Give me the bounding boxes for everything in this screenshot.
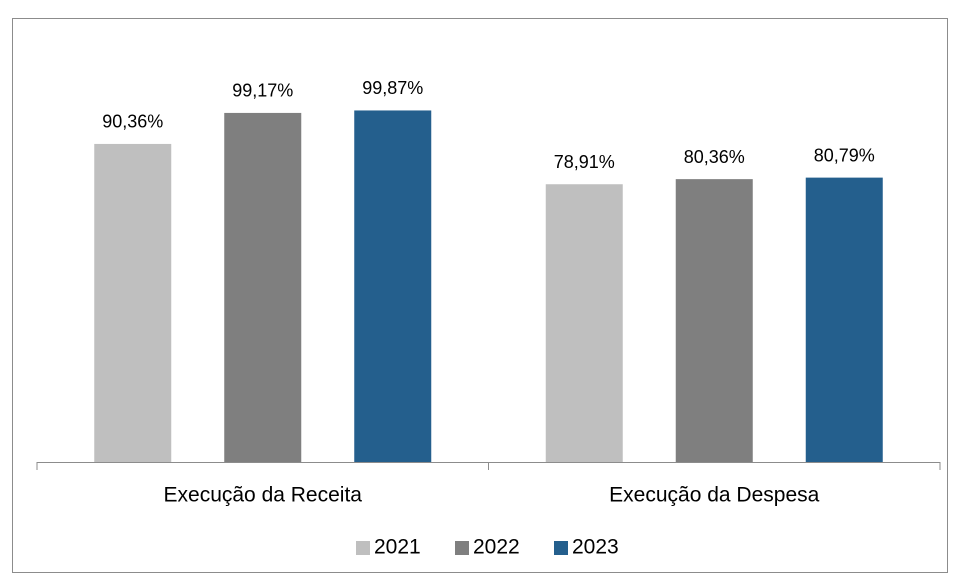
legend-swatch (356, 541, 370, 555)
legend-swatch (554, 541, 568, 555)
legend-label: 2022 (473, 536, 520, 559)
bar (805, 177, 883, 462)
bar (354, 110, 432, 462)
legend-label: 2021 (374, 536, 421, 559)
x-tick-label: Execução da Despesa (609, 484, 819, 507)
bar (675, 179, 753, 462)
bar (545, 184, 623, 462)
data-label: 80,36% (684, 147, 745, 167)
data-label: 99,87% (362, 78, 423, 98)
data-label: 78,91% (554, 152, 615, 172)
data-label: 99,17% (232, 81, 293, 101)
legend-swatch (455, 541, 469, 555)
legend-label: 2023 (572, 536, 619, 559)
x-tick-label: Execução da Receita (164, 484, 363, 507)
data-label: 90,36% (102, 112, 163, 132)
data-label: 80,79% (814, 145, 875, 165)
bar (224, 112, 302, 462)
bar (94, 143, 172, 462)
